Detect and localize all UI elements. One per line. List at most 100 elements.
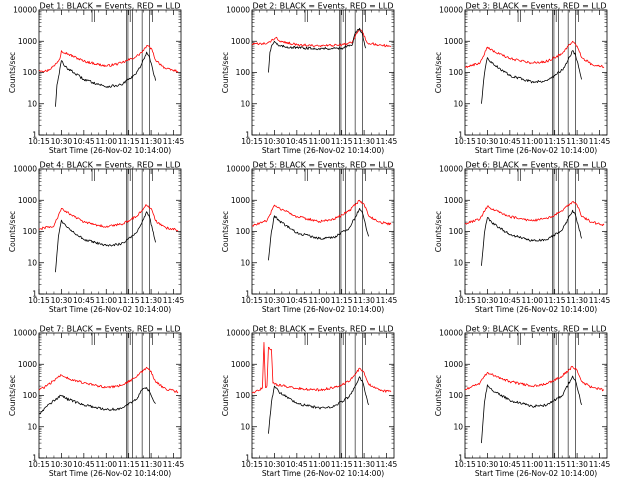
y-tick-label: 100: [236, 391, 251, 400]
panel-det-8: Det 8: BLACK = Events, RED = LLD 1 10 100 10…: [221, 325, 398, 479]
x-tick-label: 11:30: [566, 460, 588, 469]
x-tick-label: 11:15: [118, 460, 140, 469]
x-tick-label: 11:30: [140, 460, 162, 469]
plot-frame: [251, 168, 395, 295]
x-tick-label: 10:30: [477, 296, 499, 305]
y-tick-label: 10000: [439, 6, 463, 15]
x-tick-label: 11:00: [521, 137, 543, 146]
y-tick-label: 10000: [226, 329, 250, 338]
y-tick-label: 1000: [444, 360, 463, 369]
y-tick-label: 10000: [13, 6, 37, 15]
x-tick-label: 11:00: [95, 137, 117, 146]
y-axis-label: Counts/sec: [434, 52, 443, 93]
y-tick-label: 10000: [439, 329, 463, 338]
x-tick-label: 11:15: [544, 296, 566, 305]
x-tick-label: 11:00: [521, 460, 543, 469]
events-series-line: [481, 209, 582, 266]
y-tick-label: 10000: [439, 165, 463, 174]
y-tick-label: 10: [27, 99, 37, 108]
y-tick-label: 10: [453, 422, 463, 431]
y-tick-label: 10: [27, 258, 37, 267]
plot-frame: [464, 9, 608, 136]
y-tick-label: 1: [32, 131, 37, 140]
y-tick-label: 1000: [231, 196, 250, 205]
x-tick-label: 11:15: [544, 460, 566, 469]
x-tick-label: 10:15: [241, 460, 263, 469]
x-axis-label: Start Time (26-Nov-02 10:14:00): [475, 469, 597, 478]
y-tick-label: 10: [240, 99, 250, 108]
y-axis-label: Counts/sec: [434, 375, 443, 416]
y-tick-label: 1: [32, 290, 37, 299]
x-tick-label: 11:30: [566, 296, 588, 305]
x-tick-label: 10:15: [454, 296, 476, 305]
x-axis-label: Start Time (26-Nov-02 10:14:00): [49, 146, 171, 155]
x-tick-label: 10:45: [286, 460, 308, 469]
x-tick-label: 11:00: [95, 460, 117, 469]
x-tick-label: 11:15: [331, 296, 353, 305]
panel-title: Det 5: BLACK = Events, RED = LLD: [253, 161, 394, 170]
x-tick-label: 11:00: [95, 296, 117, 305]
panel-title: Det 6: BLACK = Events, RED = LLD: [466, 161, 607, 170]
y-axis-label: Counts/sec: [8, 375, 17, 416]
x-tick-label: 11:45: [376, 460, 398, 469]
panel-title: Det 7: BLACK = Events, RED = LLD: [40, 325, 181, 334]
panel-det-2: Det 2: BLACK = Events, RED = LLD 1 10 100 10…: [221, 2, 398, 156]
y-tick-label: 1000: [18, 196, 37, 205]
lld-series-line: [38, 204, 179, 232]
y-tick-label: 1000: [444, 37, 463, 46]
panel-title: Det 8: BLACK = Events, RED = LLD: [253, 325, 394, 334]
y-tick-label: 100: [449, 68, 464, 77]
x-tick-label: 10:45: [499, 137, 521, 146]
events-series-line: [268, 207, 369, 261]
x-tick-label: 10:30: [51, 296, 73, 305]
plot-frame: [38, 9, 182, 136]
plot-frame: [251, 9, 395, 136]
y-tick-label: 10: [240, 422, 250, 431]
x-tick-label: 11:45: [589, 137, 611, 146]
x-tick-label: 11:45: [589, 460, 611, 469]
x-tick-label: 11:00: [521, 296, 543, 305]
x-axis-label: Start Time (26-Nov-02 10:14:00): [262, 469, 384, 478]
x-tick-label: 10:15: [28, 296, 50, 305]
x-tick-label: 10:45: [499, 296, 521, 305]
events-series-line: [268, 27, 366, 73]
x-axis-label: Start Time (26-Nov-02 10:14:00): [475, 146, 597, 155]
x-tick-label: 11:30: [140, 137, 162, 146]
x-tick-label: 10:15: [454, 137, 476, 146]
lld-series-line: [38, 44, 179, 73]
x-axis-label: Start Time (26-Nov-02 10:14:00): [49, 469, 171, 478]
panel-title: Det 1: BLACK = Events, RED = LLD: [40, 2, 181, 11]
panel-det-6: Det 6: BLACK = Events, RED = LLD 1 10 100 10…: [434, 161, 611, 315]
y-tick-label: 10: [240, 258, 250, 267]
x-tick-label: 10:15: [241, 137, 263, 146]
panel-det-5: Det 5: BLACK = Events, RED = LLD 1 10 100 10…: [221, 161, 398, 315]
x-tick-label: 10:45: [73, 296, 95, 305]
x-tick-label: 11:30: [566, 137, 588, 146]
y-tick-label: 100: [449, 227, 464, 236]
events-series-line: [55, 51, 156, 107]
y-tick-label: 10000: [226, 165, 250, 174]
lld-series-line: [464, 365, 605, 392]
events-series-line: [38, 387, 156, 415]
lld-series-line: [464, 40, 605, 68]
x-tick-label: 10:15: [28, 137, 50, 146]
lld-series-line: [464, 201, 605, 226]
x-tick-label: 10:30: [264, 137, 286, 146]
x-tick-label: 11:00: [308, 460, 330, 469]
panel-title: Det 3: BLACK = Events, RED = LLD: [466, 2, 607, 11]
x-tick-label: 11:15: [118, 137, 140, 146]
x-tick-label: 11:30: [353, 296, 375, 305]
y-axis-label: Counts/sec: [221, 375, 230, 416]
x-tick-label: 11:30: [353, 137, 375, 146]
y-tick-label: 1: [458, 131, 463, 140]
x-tick-label: 11:45: [589, 296, 611, 305]
plot-frame: [38, 168, 182, 295]
x-tick-label: 11:15: [331, 460, 353, 469]
x-tick-label: 10:15: [28, 460, 50, 469]
lld-series-line: [251, 28, 392, 48]
y-tick-label: 1: [245, 131, 250, 140]
y-tick-label: 10000: [226, 6, 250, 15]
x-tick-label: 10:45: [73, 137, 95, 146]
